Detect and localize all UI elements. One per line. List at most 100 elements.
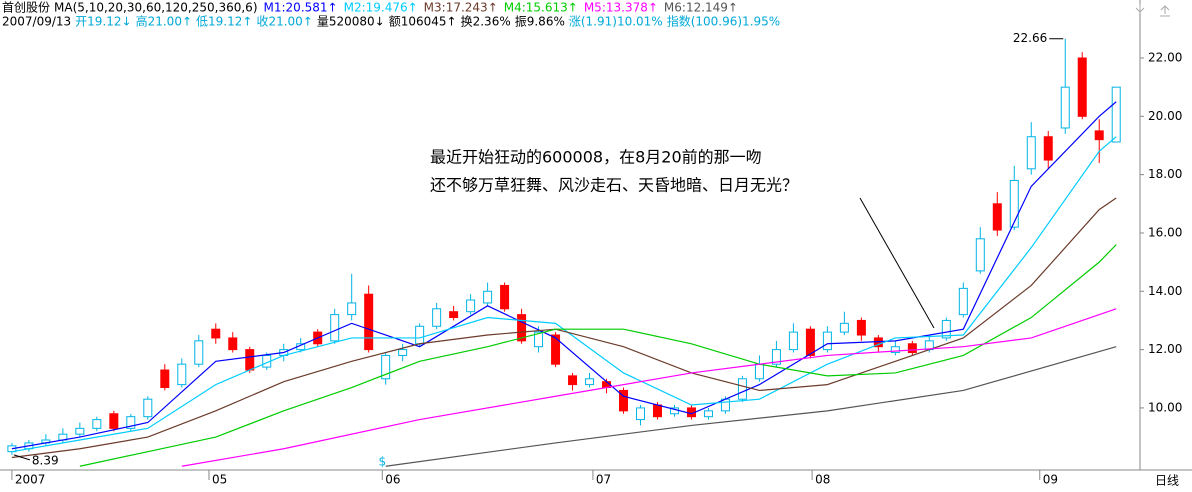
low-label: 8.39 (32, 453, 59, 467)
candle-body (160, 369, 170, 389)
y-tick-label: 12.00 (1148, 342, 1182, 356)
candle-body (805, 328, 815, 356)
ma-line (385, 346, 1117, 467)
stock-name: 首创股份 (2, 1, 50, 15)
x-tick-label: 07 (596, 473, 611, 487)
event-marker: $ (378, 455, 386, 469)
info-item: 高21.00↑ (136, 14, 192, 29)
ma-line (11, 101, 1117, 450)
candle-body (890, 346, 900, 354)
legend-entry: M2:19.476↑ (344, 1, 418, 15)
ma-line (11, 136, 1117, 453)
candle-body (228, 337, 238, 351)
annotation-line: 最近开始狂动的600008，在8月20前的那一吻 (430, 148, 762, 167)
info-item: 低19.12↑ (196, 15, 252, 29)
candle-body (636, 407, 646, 421)
low-leader (13, 454, 31, 461)
candle-body (415, 325, 425, 345)
candle-body (398, 349, 408, 356)
candle-body (788, 331, 798, 351)
candle-body (1077, 57, 1087, 117)
candle-body (143, 398, 153, 418)
candle-body (1043, 136, 1053, 161)
annotation-arrow (859, 197, 935, 329)
info-item: 涨(1.91)10.01% (569, 14, 663, 29)
candle-body (449, 311, 459, 319)
candle-body (245, 349, 255, 371)
ma-line (11, 197, 1117, 459)
x-tick-label: 2007 (15, 473, 46, 487)
candle-body (907, 343, 917, 354)
candle-body (1026, 136, 1036, 170)
candle-body (75, 427, 85, 435)
x-tick-label: 06 (385, 473, 400, 487)
candle-body (194, 340, 204, 365)
candle-body (211, 328, 221, 339)
candle-body (822, 331, 832, 351)
candle-body (941, 319, 951, 339)
y-tick-label: 16.00 (1148, 225, 1182, 239)
candle-body (92, 419, 102, 429)
info-item: 指数(100.96)1.95% (667, 14, 780, 29)
candle-body (703, 410, 713, 418)
candle-body (992, 203, 1002, 231)
ma-label: MA(5,10,20,30,60,120,250,360,6) (54, 1, 258, 15)
candle-body (109, 413, 119, 429)
candle-body (551, 334, 561, 365)
ma-line (79, 244, 1117, 467)
candle-body (771, 349, 781, 365)
up-icon[interactable] (1160, 5, 1170, 17)
candle-body (568, 375, 578, 386)
info-item: 额106045↑ (389, 15, 457, 29)
candle-body (958, 287, 968, 316)
candle-body (1111, 86, 1121, 143)
candle-body (839, 322, 849, 333)
y-tick-label: 10.00 (1148, 400, 1182, 414)
candle-body (754, 363, 764, 380)
toolbar-icons[interactable] (1135, 4, 1170, 17)
legend-entry: M5:13.378↑ (584, 1, 658, 15)
candle-body (585, 378, 595, 386)
info-item: 振9.86% (515, 15, 565, 29)
candle-body (856, 319, 866, 336)
info-item: 收21.00↑ (256, 15, 312, 29)
candle-body (1060, 86, 1070, 129)
x-tick-label: 09 (1043, 473, 1058, 487)
info-item: 量520080↓ (317, 15, 385, 29)
candle-body (619, 389, 629, 412)
y-tick-label: 22.00 (1148, 50, 1182, 64)
candle-body (737, 378, 747, 400)
info-item: 开19.12↓ (75, 15, 131, 29)
candle-body (975, 238, 985, 272)
candle-body (483, 290, 493, 304)
candle-body (500, 284, 510, 310)
y-tick-label: 18.00 (1148, 167, 1182, 181)
x-tick-label: 05 (212, 473, 227, 487)
legend-entry: M1:20.581↑ (264, 1, 338, 15)
legend-entry: M6:12.149↑ (664, 1, 738, 15)
x-tick-label: 08 (815, 473, 830, 487)
legend: M1:20.581↑ M2:19.476↑ M3:17.243↑ M4:15.613↑… (264, 1, 738, 15)
down-icon[interactable] (1135, 4, 1145, 13)
candle-body (364, 293, 374, 351)
candle-body (534, 331, 544, 348)
candle-body (347, 302, 357, 316)
candle-body (652, 404, 662, 418)
info-item: 2007/09/13 (2, 15, 71, 29)
annotation-line: 还不够万草狂舞、风沙走石、天昏地暗、日月无光？ (430, 176, 798, 195)
y-tick-label: 20.00 (1148, 109, 1182, 123)
y-tick-label: 14.00 (1148, 284, 1182, 298)
candle-body (177, 363, 187, 386)
candle-body (1094, 130, 1104, 141)
candle-body (466, 299, 476, 313)
candle-body (1009, 179, 1019, 228)
ma-line (181, 308, 1117, 467)
candle-body (330, 314, 340, 342)
candle-body (432, 308, 442, 327)
candle-body (381, 354, 391, 380)
period-label: 日线 (1155, 474, 1179, 488)
high-label: 22.66 (1013, 31, 1047, 45)
legend-entry: M4:15.613↑ (504, 1, 578, 15)
